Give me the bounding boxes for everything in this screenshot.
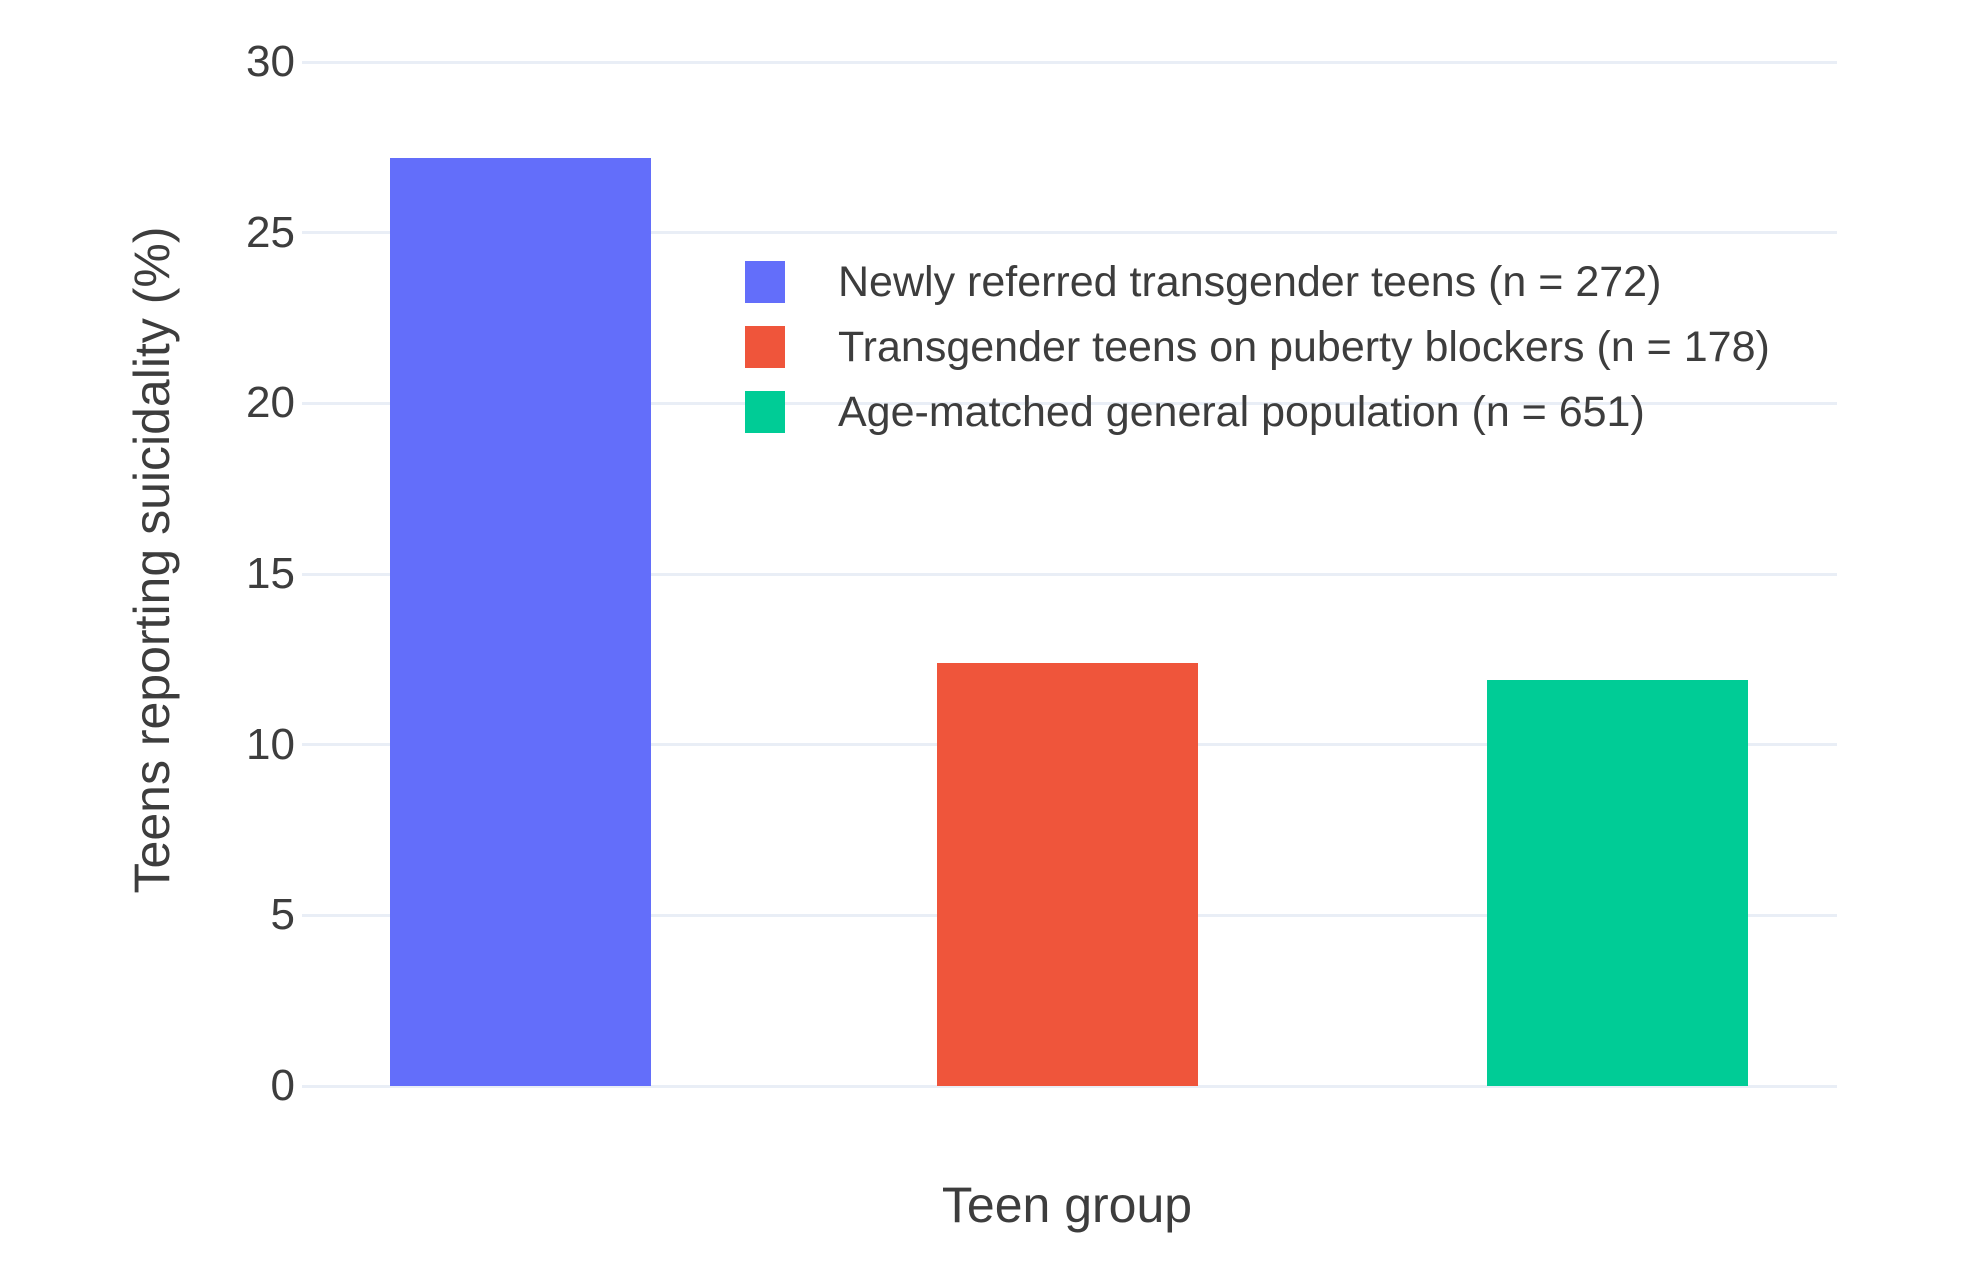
- legend-swatch-blue: [745, 261, 785, 303]
- legend-item-puberty-blockers[interactable]: Transgender teens on puberty blockers (n…: [745, 323, 1770, 371]
- gridline-y-20: [302, 401, 1837, 405]
- y-tick-label-20: 20: [246, 378, 295, 428]
- legend-item-newly-referred[interactable]: Newly referred transgender teens (n = 27…: [745, 258, 1770, 306]
- plot-area: [302, 60, 1837, 1088]
- legend-swatch-red: [745, 326, 785, 368]
- legend-label: Transgender teens on puberty blockers (n…: [838, 323, 1770, 371]
- gridline-y-0: [302, 1084, 1837, 1088]
- y-tick-label-25: 25: [246, 207, 295, 257]
- chart-legend: Newly referred transgender teens (n = 27…: [745, 261, 1770, 456]
- legend-item-general-population[interactable]: Age-matched general population (n = 651): [745, 388, 1770, 436]
- legend-swatch-green: [745, 391, 785, 433]
- bar-2[interactable]: [1487, 679, 1748, 1086]
- bar-1[interactable]: [937, 662, 1198, 1086]
- y-tick-label-0: 0: [270, 1061, 295, 1110]
- gridline-y-15: [302, 572, 1837, 576]
- y-tick-label-10: 10: [246, 719, 295, 769]
- gridline-y-25: [302, 231, 1837, 235]
- y-tick-label-5: 5: [270, 890, 295, 940]
- x-axis-title: Teen group: [941, 1177, 1193, 1233]
- y-tick-label-15: 15: [246, 549, 295, 598]
- gridline-y-30: [302, 60, 1837, 64]
- legend-label: Age-matched general population (n = 651): [838, 388, 1645, 436]
- y-tick-label-30: 30: [246, 37, 295, 86]
- legend-label: Newly referred transgender teens (n = 27…: [838, 258, 1662, 306]
- bar-0[interactable]: [390, 157, 651, 1086]
